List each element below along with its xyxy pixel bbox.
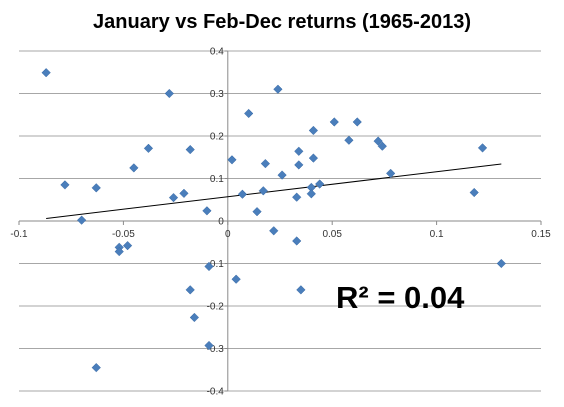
data-point <box>60 180 70 190</box>
data-point <box>237 189 248 199</box>
trendline-group <box>46 163 502 219</box>
tick-labels: 0.4 0.3 0.2 0.1 0 -0.1 -0.2 -0.3 -0.4 -0.1 -0.05 0 0… <box>10 47 551 398</box>
r-squared-annotation: R² = 0.04 <box>336 280 465 315</box>
data-point <box>185 285 195 295</box>
data-point <box>231 274 241 284</box>
data-point <box>273 84 283 94</box>
data-point <box>129 163 139 173</box>
data-point <box>252 206 262 217</box>
x-tick-label: 0 <box>225 229 231 240</box>
axes <box>18 50 542 392</box>
data-point <box>306 189 316 199</box>
x-tick-label: 0.15 <box>531 229 551 240</box>
data-point <box>277 170 287 180</box>
trendline <box>46 163 502 219</box>
gridlines <box>19 50 541 392</box>
data-point <box>91 362 101 373</box>
data-point <box>377 141 387 151</box>
y-tick-label: 0.2 <box>210 132 224 143</box>
data-point <box>227 155 237 165</box>
data-point <box>168 192 179 203</box>
data-point <box>179 188 189 199</box>
data-point <box>469 187 479 198</box>
data-point <box>294 146 304 156</box>
y-tick-label: -0.3 <box>207 344 225 355</box>
data-point <box>189 312 200 323</box>
data-point <box>258 186 268 196</box>
data-point <box>294 160 304 170</box>
x-tick-label: 0.05 <box>322 229 342 240</box>
data-point <box>269 226 279 236</box>
y-tick-label: 0.4 <box>210 47 224 58</box>
y-tick-label: -0.2 <box>207 302 225 313</box>
y-tick-label: 0.1 <box>210 174 224 185</box>
data-point <box>202 206 212 216</box>
data-point <box>292 236 302 246</box>
y-tick-label: -0.4 <box>207 387 225 398</box>
data-point <box>91 183 101 193</box>
x-tick-label: -0.05 <box>112 229 135 240</box>
data-point <box>204 340 214 351</box>
data-point <box>244 108 254 119</box>
data-point <box>308 125 319 136</box>
data-point <box>292 192 302 202</box>
data-point <box>143 143 154 153</box>
data-point <box>296 285 306 295</box>
data-point <box>344 135 354 145</box>
data-point <box>496 258 506 269</box>
data-point <box>373 136 383 146</box>
data-point <box>352 117 362 127</box>
chart-title: January vs Feb-Dec returns (1965-2013) <box>93 11 471 33</box>
data-point <box>308 153 319 163</box>
data-point <box>164 88 174 99</box>
x-tick-label: -0.1 <box>10 229 28 240</box>
data-point <box>260 158 271 169</box>
data-point <box>41 68 51 78</box>
data-points <box>41 68 506 373</box>
data-point <box>386 168 396 179</box>
data-point <box>76 215 87 225</box>
data-point <box>329 117 339 127</box>
y-tick-label: -0.1 <box>207 259 225 270</box>
data-point <box>114 246 124 257</box>
y-tick-label: 0.3 <box>210 89 224 100</box>
data-point <box>204 261 214 272</box>
data-point <box>185 144 195 155</box>
x-tick-label: 0.1 <box>430 229 444 240</box>
data-point <box>477 143 488 153</box>
data-point <box>122 240 133 251</box>
data-point <box>315 179 325 189</box>
y-tick-label: 0 <box>218 217 224 228</box>
